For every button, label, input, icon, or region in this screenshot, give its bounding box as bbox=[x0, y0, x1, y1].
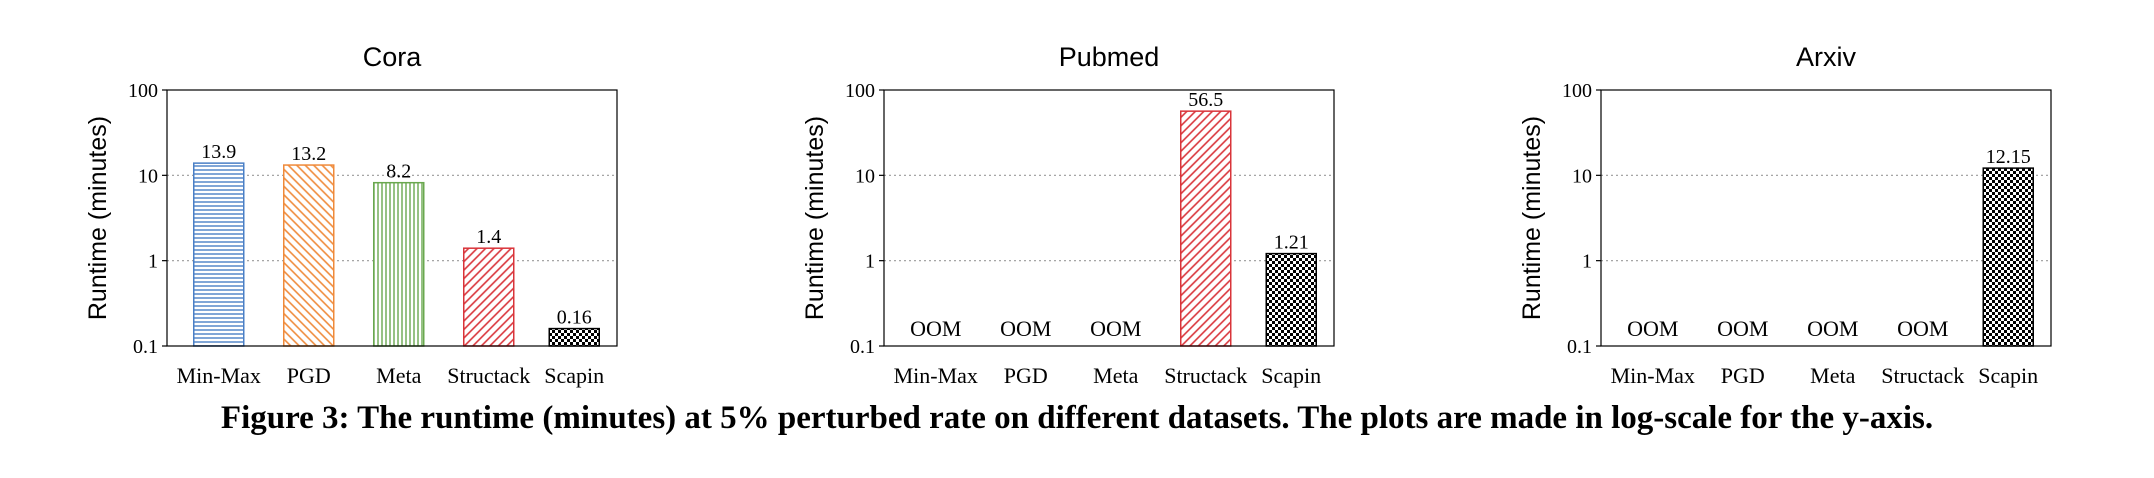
y-tick-label: 1 bbox=[865, 251, 875, 273]
x-tick-label-pgd: PGD bbox=[1721, 363, 1765, 388]
x-tick-label-min-max: Min-Max bbox=[894, 363, 978, 388]
oom-label-min-max: OOM bbox=[910, 316, 961, 341]
plot-frame bbox=[166, 89, 618, 347]
chart-pubmed: Pubmed Runtime (minutes) 0.1 1 10 100 OOM Min-M… bbox=[801, 42, 1335, 388]
chart-title: Cora bbox=[363, 42, 423, 72]
chart-cora: Cora Runtime (minutes) 0.1 1 10 100 13.9 Min-Ma… bbox=[84, 42, 618, 388]
y-tick-label: 0.1 bbox=[1567, 336, 1592, 358]
plot-frame bbox=[883, 89, 1335, 347]
x-tick-label-meta: Meta bbox=[376, 363, 421, 388]
bar-pgd bbox=[283, 164, 335, 347]
x-tick-label-min-max: Min-Max bbox=[1611, 363, 1695, 388]
oom-label-min-max: OOM bbox=[1627, 316, 1678, 341]
chart-title: Arxiv bbox=[1796, 42, 1856, 72]
y-tick-label: 0.1 bbox=[850, 336, 875, 358]
oom-label-meta: OOM bbox=[1807, 316, 1858, 341]
x-tick-label-meta: Meta bbox=[1093, 363, 1138, 388]
x-tick-label-scapin: Scapin bbox=[1261, 363, 1321, 388]
x-tick-label-scapin: Scapin bbox=[544, 363, 604, 388]
figure-caption: Figure 3: The runtime (minutes) at 5% pe… bbox=[220, 400, 1934, 436]
y-tick-label: 100 bbox=[128, 80, 158, 102]
data-label-structack: 1.4 bbox=[476, 226, 501, 248]
bar-scapin bbox=[1265, 252, 1317, 347]
x-tick-label-scapin: Scapin bbox=[1978, 363, 2038, 388]
x-tick-label-structack: Structack bbox=[1881, 363, 1964, 388]
y-axis-label: Runtime (minutes) bbox=[84, 116, 112, 320]
y-axis-label: Runtime (minutes) bbox=[801, 116, 829, 320]
y-tick-label: 100 bbox=[845, 80, 875, 102]
oom-label-meta: OOM bbox=[1090, 316, 1141, 341]
x-tick-label-pgd: PGD bbox=[1004, 363, 1048, 388]
x-tick-label-structack: Structack bbox=[1164, 363, 1247, 388]
plot-frame bbox=[1600, 89, 2052, 347]
bar-structack bbox=[1180, 110, 1232, 347]
x-tick-label-meta: Meta bbox=[1810, 363, 1855, 388]
data-label-meta: 8.2 bbox=[386, 161, 411, 183]
chart-arxiv: Arxiv Runtime (minutes) 0.1 1 10 100 OOM Min-Ma… bbox=[1518, 42, 2052, 388]
bar-min-max bbox=[193, 162, 245, 347]
y-tick-label: 100 bbox=[1562, 80, 1592, 102]
y-tick-label: 1 bbox=[148, 251, 158, 273]
data-label-structack: 56.5 bbox=[1188, 89, 1223, 111]
y-tick-label: 0.1 bbox=[133, 336, 158, 358]
x-tick-label-min-max: Min-Max bbox=[177, 363, 261, 388]
oom-label-structack: OOM bbox=[1897, 316, 1948, 341]
data-label-scapin: 1.21 bbox=[1274, 232, 1309, 254]
y-tick-label: 10 bbox=[1572, 165, 1592, 187]
oom-label-pgd: OOM bbox=[1717, 316, 1768, 341]
x-tick-label-pgd: PGD bbox=[287, 363, 331, 388]
bar-structack bbox=[463, 247, 515, 347]
bar-scapin bbox=[1982, 167, 2034, 347]
data-label-pgd: 13.2 bbox=[291, 143, 326, 165]
oom-label-pgd: OOM bbox=[1000, 316, 1051, 341]
data-label-min-max: 13.9 bbox=[201, 141, 236, 163]
data-label-scapin: 12.15 bbox=[1986, 146, 2031, 168]
chart-title: Pubmed bbox=[1059, 42, 1160, 72]
y-tick-label: 10 bbox=[138, 165, 158, 187]
y-tick-label: 1 bbox=[1582, 251, 1592, 273]
y-tick-label: 10 bbox=[855, 165, 875, 187]
bar-scapin bbox=[548, 327, 600, 347]
bar-meta bbox=[373, 181, 425, 347]
data-label-scapin: 0.16 bbox=[557, 307, 592, 329]
y-axis-label: Runtime (minutes) bbox=[1518, 116, 1546, 320]
x-tick-label-structack: Structack bbox=[447, 363, 530, 388]
